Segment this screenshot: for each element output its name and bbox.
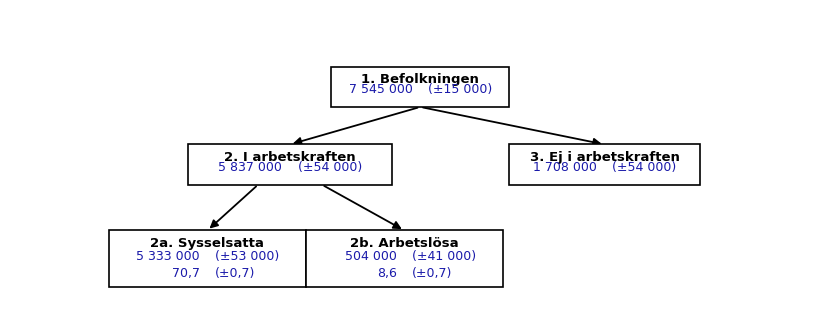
Text: (±53 000): (±53 000): [215, 250, 279, 263]
Text: 5 333 000: 5 333 000: [136, 250, 200, 263]
Text: 504 000: 504 000: [345, 250, 396, 263]
Text: 70,7: 70,7: [171, 267, 200, 281]
Text: 8,6: 8,6: [377, 267, 396, 281]
FancyBboxPatch shape: [509, 144, 699, 184]
Text: 1 708 000: 1 708 000: [532, 161, 596, 174]
FancyBboxPatch shape: [188, 144, 391, 184]
FancyBboxPatch shape: [109, 230, 305, 287]
Text: 3. Ej i arbetskraften: 3. Ej i arbetskraften: [529, 151, 679, 164]
Text: 1. Befolkningen: 1. Befolkningen: [361, 73, 478, 86]
FancyBboxPatch shape: [331, 67, 509, 107]
Text: 2a. Sysselsatta: 2a. Sysselsatta: [150, 237, 264, 250]
Text: 2b. Arbetslösa: 2b. Arbetslösa: [350, 237, 458, 250]
Text: 7 545 000: 7 545 000: [348, 83, 412, 96]
Text: (±41 000): (±41 000): [411, 250, 476, 263]
Text: (±0,7): (±0,7): [411, 267, 452, 281]
Text: 5 837 000: 5 837 000: [218, 161, 282, 174]
Text: (±54 000): (±54 000): [612, 161, 676, 174]
Text: (±54 000): (±54 000): [297, 161, 361, 174]
FancyBboxPatch shape: [305, 230, 502, 287]
Text: (±0,7): (±0,7): [215, 267, 255, 281]
Text: 2. I arbetskraften: 2. I arbetskraften: [224, 151, 355, 164]
Text: (±15 000): (±15 000): [428, 83, 491, 96]
